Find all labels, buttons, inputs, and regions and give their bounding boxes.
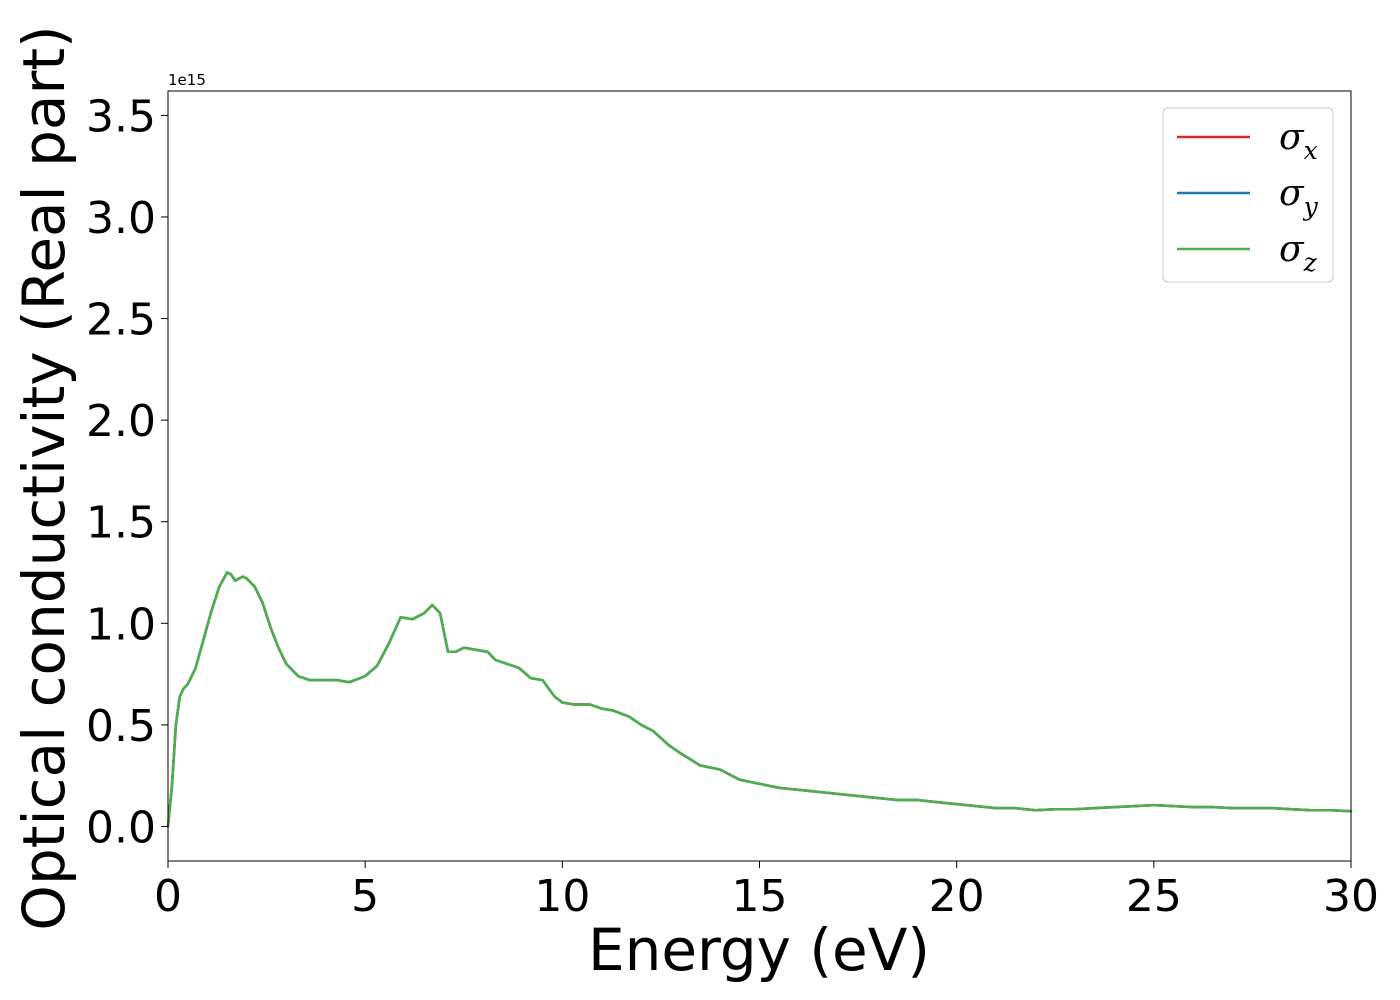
x-tick-label: 20	[929, 871, 985, 922]
y-tick-label: 0.5	[86, 701, 156, 752]
x-tick-label: 10	[534, 871, 590, 922]
series-line-2	[166, 571, 1353, 828]
legend-subscript: x	[1304, 136, 1318, 165]
plot-background	[168, 91, 1351, 861]
y-axis-ticks: 0.0 0.5 1.0 1.5 2.0 2.5 3.0 3.5	[86, 91, 168, 853]
y-tick-label: 2.0	[86, 396, 156, 447]
legend-label: σy	[1279, 173, 1319, 221]
legend-label: σx	[1279, 117, 1318, 165]
y-axis-label: Optical conductivity (Real part)	[10, 25, 78, 930]
x-tick-label: 0	[154, 871, 182, 922]
x-axis-ticks: 0 5 10 15 20 25 30	[154, 861, 1379, 922]
legend-subscript: y	[1303, 192, 1319, 221]
x-tick-label: 5	[351, 871, 379, 922]
x-tick-label: 25	[1126, 871, 1182, 922]
y-tick-label: 1.5	[86, 498, 156, 549]
y-tick-label: 2.5	[86, 295, 156, 346]
y-tick-label: 3.5	[86, 91, 156, 142]
y-offset-text: 1e15	[168, 71, 206, 89]
legend-label: σz	[1279, 229, 1318, 277]
y-tick-label: 3.0	[86, 193, 156, 244]
x-tick-label: 30	[1323, 871, 1379, 922]
legend-subscript: z	[1303, 248, 1318, 277]
legend-frame	[1162, 107, 1334, 283]
legend-symbol: σ	[1279, 117, 1305, 158]
x-tick-label: 15	[732, 871, 788, 922]
x-axis-label: Energy (eV)	[588, 916, 930, 984]
series-layer	[166, 571, 1353, 828]
legend-symbol: σ	[1279, 229, 1305, 270]
y-tick-label: 0.0	[86, 802, 156, 853]
y-tick-label: 1.0	[86, 599, 156, 650]
legend-symbol: σ	[1279, 173, 1305, 214]
